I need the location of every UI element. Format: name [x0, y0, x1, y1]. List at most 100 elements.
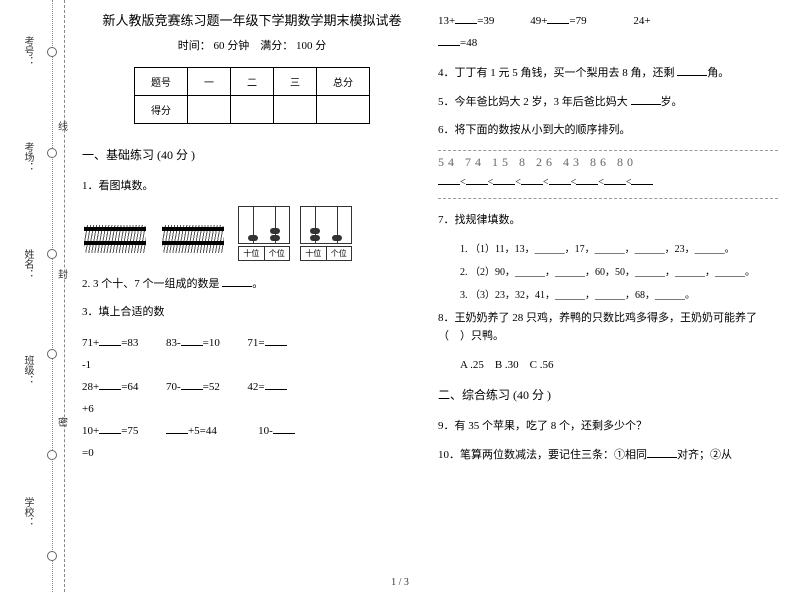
right-column: 13+=39 49+=79 24+ =48 4．丁丁有 1 元 5 角钱，买一个… [434, 0, 790, 592]
abacus-tens-label: 十位 [301, 247, 327, 260]
fill-blank[interactable] [222, 276, 252, 287]
score-cell[interactable] [231, 96, 274, 124]
equations-block: 71+=83 83-=10 71= -1 28+=64 70-=52 42= +… [82, 332, 422, 464]
eq-text: 10+ [82, 425, 99, 437]
eq-text: =39 [477, 15, 494, 27]
cut-char-feng: 封 [58, 266, 68, 281]
binding-circle [47, 349, 57, 359]
eq-text: 42= [247, 381, 264, 393]
fill-blank[interactable] [99, 423, 121, 434]
eq-text: =10 [203, 337, 220, 349]
fill-blank[interactable] [455, 13, 477, 24]
q10-text-b: 对齐；②从 [677, 449, 732, 461]
abacus-icon: 十位 个位 [238, 206, 292, 261]
abacus-tens-label: 十位 [239, 247, 265, 260]
q7-3-text: （3）23，32，41，______，______，68，______。 [470, 290, 695, 301]
fill-blank[interactable] [604, 174, 626, 185]
eq-text: =79 [569, 15, 586, 27]
sticks-bundle-icon [82, 219, 152, 261]
eq-text: =64 [121, 381, 138, 393]
binding-label-class: 班级： [20, 355, 35, 385]
fill-blank[interactable] [466, 174, 488, 185]
eq-text: =83 [121, 337, 138, 349]
eq-text: =52 [203, 381, 220, 393]
binding-label-examno: 考号： [20, 36, 35, 66]
question-7: 7．找规律填数。 [438, 211, 778, 230]
eq-text: 10- [258, 425, 273, 437]
q4-unit: 角。 [707, 67, 729, 79]
fill-blank[interactable] [166, 423, 188, 434]
eq-text: 49+ [530, 15, 547, 27]
question-8-options: A .25 B .30 C .56 [460, 356, 778, 372]
score-row-label: 得分 [135, 96, 188, 124]
fill-blank[interactable] [99, 335, 121, 346]
q7-1-text: （1）11，13，______，17，______，______，23，____… [470, 244, 735, 255]
eq-text: 71= [247, 337, 264, 349]
fill-blank[interactable] [631, 94, 661, 105]
score-th: 三 [274, 68, 317, 96]
fill-blank[interactable] [549, 174, 571, 185]
sort-numbers-box: 54 74 15 8 26 43 86 80 <<<<<<< [438, 150, 778, 199]
fill-blank[interactable] [576, 174, 598, 185]
binding-circle [47, 551, 57, 561]
table-row: 题号 一 二 三 总分 [135, 68, 370, 96]
fill-blank[interactable] [438, 35, 460, 46]
binding-circle [47, 148, 57, 158]
eq-text: =48 [460, 37, 477, 49]
binding-dashed-line [64, 0, 65, 592]
q5-unit: 岁。 [661, 96, 683, 108]
score-cell[interactable] [274, 96, 317, 124]
question-3: 3．填上合适的数 [82, 303, 422, 322]
binding-margin: 考号： 考场： 姓名： 班级： 学校： 线 封 密 [0, 0, 70, 592]
fill-blank[interactable] [547, 13, 569, 24]
fill-blank[interactable] [265, 379, 287, 390]
sticks-bundle-icon [160, 219, 230, 261]
fill-blank[interactable] [631, 174, 653, 185]
abacus-icon: 十位 个位 [300, 206, 354, 261]
fill-blank[interactable] [438, 174, 460, 185]
eq-text: 83- [166, 337, 181, 349]
eq-text: =75 [121, 425, 138, 437]
fill-blank[interactable] [677, 65, 707, 76]
q2-text-post: 。 [252, 278, 263, 290]
q10-text-a: 10．笔算两位数减法，要记住三条：①相同 [438, 449, 647, 461]
score-th: 二 [231, 68, 274, 96]
fill-blank[interactable] [181, 335, 203, 346]
fill-blank[interactable] [521, 174, 543, 185]
binding-label-school: 学校： [20, 497, 35, 527]
abacus-ones-label: 个位 [265, 247, 290, 260]
question-2: 2. 3 个十、7 个一组成的数是 。 [82, 275, 422, 294]
page-number: 1 / 3 [0, 577, 800, 588]
q4-text: 4．丁丁有 1 元 5 角钱，买一个梨用去 8 角，还剩 [438, 67, 677, 79]
binding-dotted-line [52, 0, 53, 592]
binding-circle [47, 47, 57, 57]
q7-sub1: 1. （1）11，13，______，17，______，______，23，_… [460, 240, 778, 255]
fill-blank[interactable] [99, 379, 121, 390]
fill-blank[interactable] [493, 174, 515, 185]
eq-text: 28+ [82, 381, 99, 393]
time-value: 60 分钟 [214, 40, 250, 52]
eq-text: 70- [166, 381, 181, 393]
equations-block-right: 13+=39 49+=79 24+ =48 [438, 10, 778, 54]
eq-text: 24+ [633, 15, 650, 27]
eq-text: 71+ [82, 337, 99, 349]
fill-blank[interactable] [181, 379, 203, 390]
binding-circle [47, 450, 57, 460]
binding-label-room: 考场： [20, 142, 35, 172]
fullscore-label: 满分： [260, 40, 293, 52]
q7-2-text: （2）90，______，______，60，50，______，______，… [470, 267, 755, 278]
score-cell[interactable] [317, 96, 370, 124]
fill-blank[interactable] [273, 423, 295, 434]
q7-sub3: 3. （3）23，32，41，______，______，68，______。 [460, 286, 778, 301]
score-th: 题号 [135, 68, 188, 96]
score-cell[interactable] [188, 96, 231, 124]
fill-blank[interactable] [265, 335, 287, 346]
score-table: 题号 一 二 三 总分 得分 [134, 67, 370, 124]
table-row: 得分 [135, 96, 370, 124]
eq-text: -1 [82, 359, 91, 371]
exam-subtitle: 时间： 60 分钟 满分： 100 分 [82, 37, 422, 53]
question-1: 1．看图填数。 [82, 177, 422, 196]
left-column: 新人教版竞赛练习题一年级下学期数学期末模拟试卷 时间： 60 分钟 满分： 10… [78, 0, 434, 592]
q7-sub2: 2. （2）90，______，______，60，50，______，____… [460, 263, 778, 278]
fill-blank[interactable] [647, 447, 677, 458]
